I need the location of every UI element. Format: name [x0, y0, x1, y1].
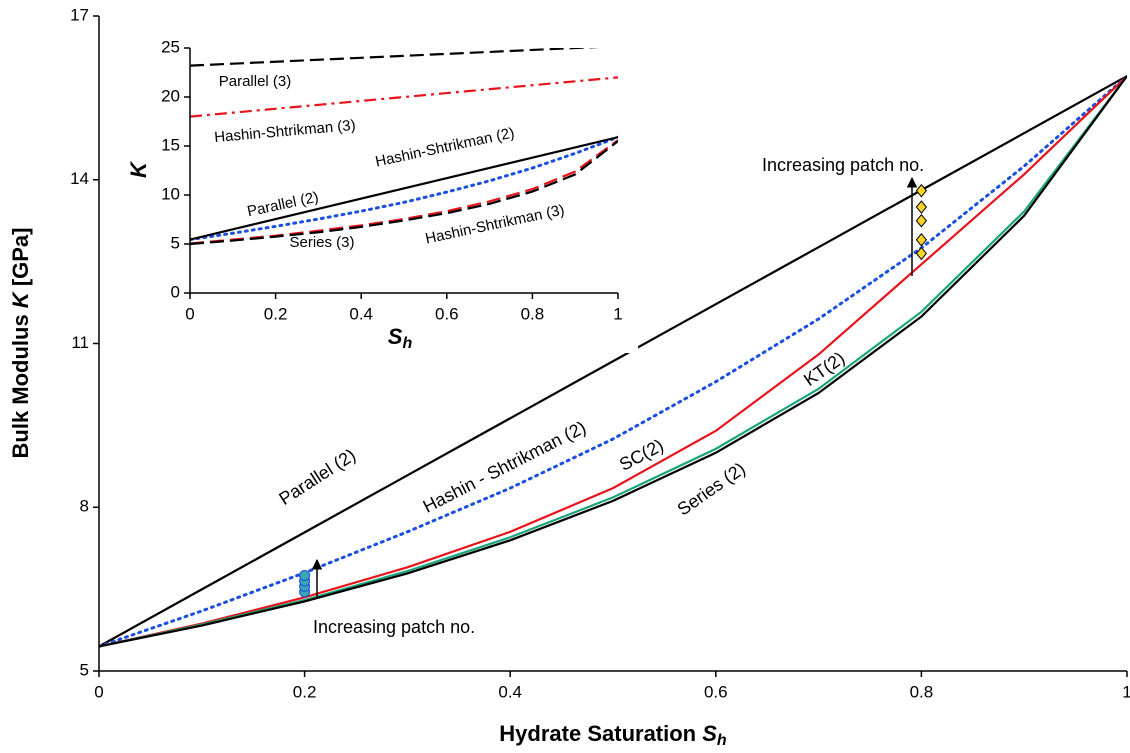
series-line: [99, 74, 1127, 648]
point: [915, 183, 928, 198]
series-line: [190, 140, 618, 246]
x-tick-label: 0.4: [349, 304, 373, 323]
series-line: [99, 75, 1127, 648]
y-axis-label-unit: [GPa]: [8, 227, 33, 292]
plot-area: [190, 48, 618, 246]
x-tick-label: 0.4: [498, 682, 522, 701]
y-axis-label-var: K: [8, 290, 33, 308]
x-tick-label: 1: [1122, 682, 1130, 701]
inset-background: [115, 28, 638, 353]
x-axis-label-var: S: [702, 721, 717, 746]
x-axis-label-sub: h: [717, 732, 727, 749]
x-tick-label: 0: [94, 682, 103, 701]
series-label: Series (3): [289, 234, 354, 251]
point: [915, 246, 928, 261]
annotation: Increasing patch no.: [762, 155, 924, 175]
series-line: [190, 135, 618, 242]
point: [299, 569, 311, 581]
series-line: [99, 75, 1127, 648]
x-axis-label: Hydrate Saturation Sh: [499, 721, 727, 749]
y-tick-label: 20: [161, 86, 180, 105]
inset-plot: Parallel (3)Hashin-Shtrikman (3) Hashin-S…: [115, 28, 638, 353]
series-line: [99, 75, 1127, 648]
x-tick-label: 0.2: [293, 682, 317, 701]
series-label: Hashin - Shtrikman (2): [420, 417, 590, 517]
point: [915, 200, 928, 214]
series-label: Parallel (2): [275, 445, 359, 509]
x-tick-label: 0.6: [435, 304, 459, 323]
point: [915, 233, 928, 247]
point: [915, 213, 928, 228]
annotation: Increasing patch no.: [313, 617, 475, 637]
y-tick-label: 11: [71, 333, 89, 352]
y-tick-label: 15: [161, 135, 180, 154]
y-tick-label: 25: [161, 37, 180, 56]
series-label: Parallel (3): [219, 73, 292, 90]
series-label: SC(2): [616, 435, 667, 475]
y-tick-label: 14: [70, 169, 89, 188]
x-tick-label: 0.2: [264, 304, 288, 323]
x-tick-label: 0: [185, 304, 194, 323]
x-tick-label: 0.8: [521, 304, 545, 323]
y-tick-label: 8: [80, 497, 89, 516]
x-axis-label-sub: h: [402, 335, 412, 352]
plot-area: [99, 74, 1127, 648]
x-axis-label-var: S: [388, 324, 403, 349]
series-line: [190, 48, 600, 67]
x-tick-label: 1: [613, 304, 622, 323]
series-line: [99, 75, 1127, 648]
y-tick-label: 10: [161, 184, 180, 203]
y-axis-label: K: [126, 160, 151, 178]
series-line: [190, 76, 618, 118]
y-axis-label: Bulk Modulus K [GPa]: [8, 227, 33, 458]
x-tick-label: 0.8: [910, 682, 934, 701]
y-tick-label: 17: [70, 5, 89, 24]
y-axis-label-text: Bulk Modulus: [8, 308, 33, 458]
series-line: [190, 136, 618, 241]
x-axis-label-text: Hydrate Saturation: [499, 721, 702, 746]
y-tick-label: 5: [171, 233, 180, 252]
y-tick-label: 0: [171, 282, 180, 301]
x-tick-label: 0.6: [704, 682, 728, 701]
y-tick-label: 5: [80, 660, 89, 679]
x-axis-label: Sh: [388, 324, 413, 352]
